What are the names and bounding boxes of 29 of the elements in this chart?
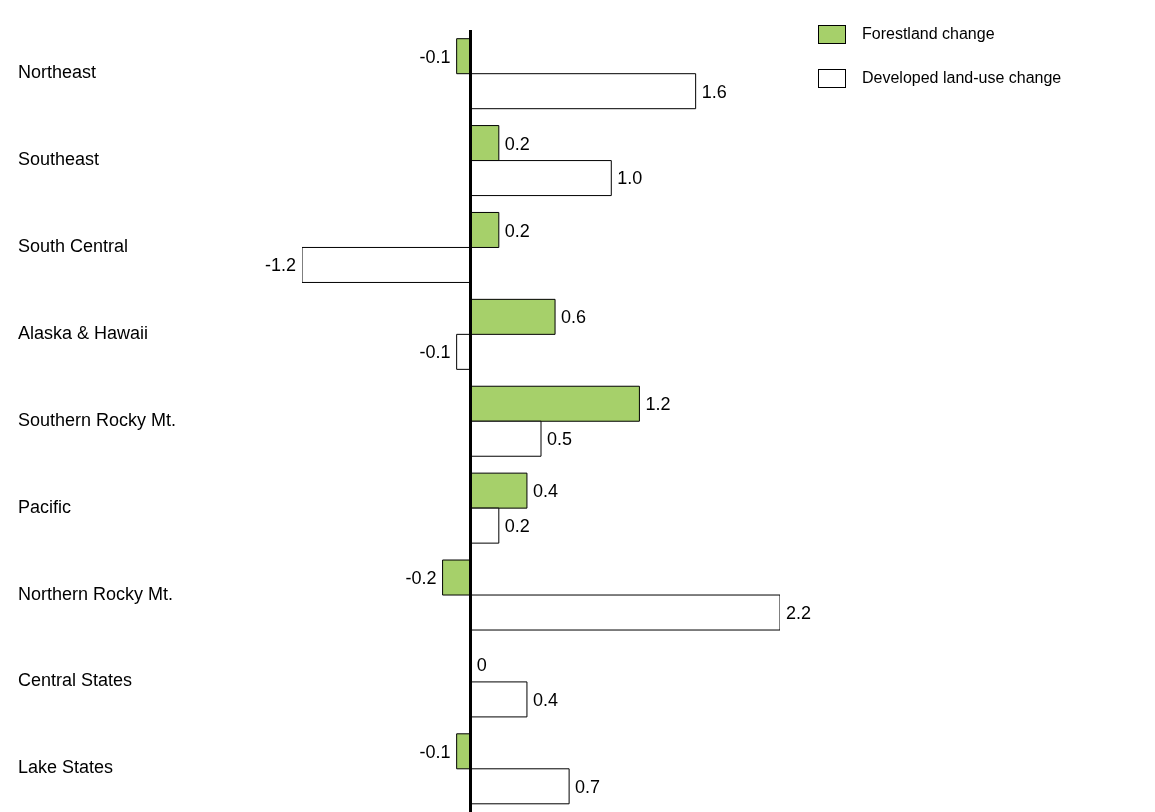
y-tick-label: Central States <box>18 670 133 691</box>
data-label: -0.1 <box>419 342 451 363</box>
data-label: -0.1 <box>419 741 451 762</box>
data-label: 0.2 <box>504 220 530 241</box>
y-tick-label: Alaska & Hawaii <box>18 322 149 343</box>
y-tick-label: Southern Rocky Mt. <box>18 409 177 430</box>
legend-label: Forestland change <box>862 25 995 43</box>
y-tick-label: Lake States <box>18 757 114 778</box>
data-label: 0.7 <box>575 776 601 797</box>
data-label: -1.2 <box>264 255 296 276</box>
y-tick-label: South Central <box>18 235 129 256</box>
data-label: 1.6 <box>701 81 727 102</box>
data-label: 0 <box>476 655 487 676</box>
legend-label: Developed land-use change <box>862 69 1062 87</box>
data-label: 1.2 <box>645 394 671 415</box>
data-label: -0.2 <box>405 568 437 589</box>
y-tick-label: Northeast <box>18 62 97 83</box>
data-label: 2.2 <box>786 602 812 623</box>
y-tick-label: Pacific <box>18 496 72 517</box>
data-label: 0.4 <box>532 689 558 710</box>
data-label: 0.2 <box>504 516 530 537</box>
data-label: 0.2 <box>504 133 530 154</box>
y-tick-label: Northern Rocky Mt. <box>18 583 174 604</box>
y-tick-label: Southeast <box>18 149 100 170</box>
data-label: 1.0 <box>617 168 643 189</box>
data-label: 0.5 <box>547 429 573 450</box>
data-label: 0.4 <box>532 481 558 502</box>
data-label: -0.1 <box>419 46 451 67</box>
data-label: 0.6 <box>561 307 587 328</box>
